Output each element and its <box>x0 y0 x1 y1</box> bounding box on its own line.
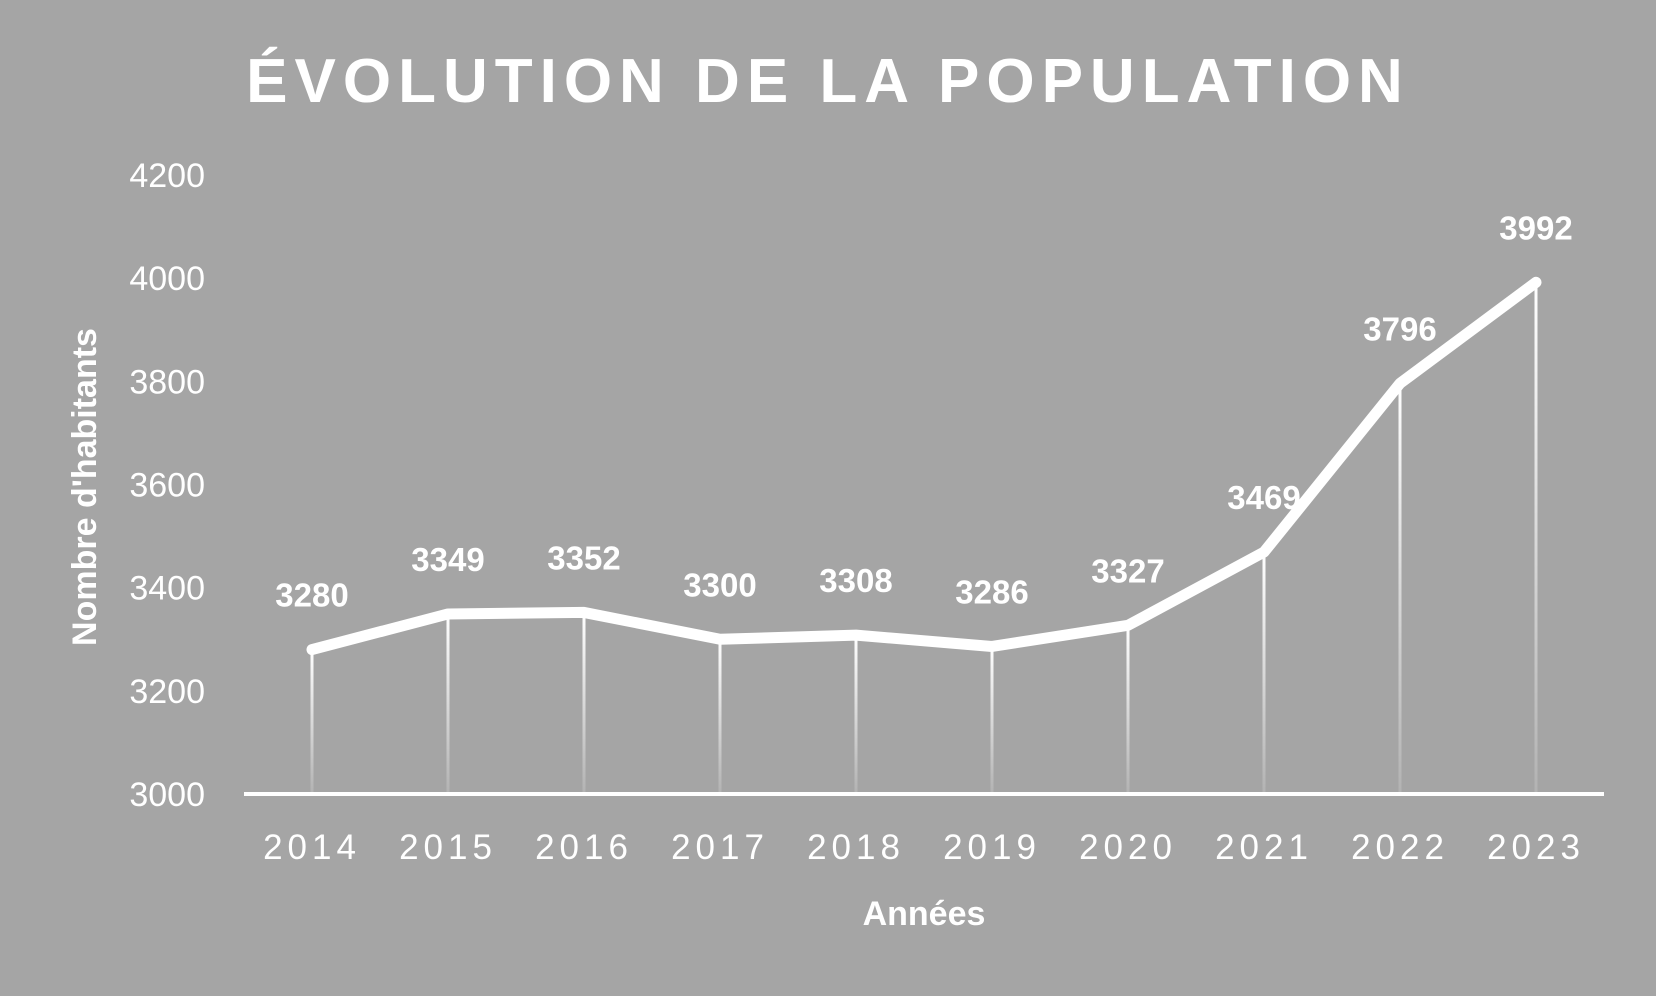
x-tick-label: 2015 <box>399 828 497 867</box>
drop-line <box>1534 282 1538 794</box>
x-tick-label: 2021 <box>1215 828 1313 867</box>
y-tick-label: 3800 <box>129 363 205 401</box>
drop-line <box>582 612 586 794</box>
drop-line <box>446 613 450 794</box>
series-line <box>306 276 1542 656</box>
data-label: 3300 <box>683 566 756 603</box>
data-label: 3796 <box>1363 310 1436 347</box>
y-tick-label: 3000 <box>129 776 205 814</box>
drop-line <box>1126 625 1130 794</box>
drop-line <box>310 649 314 794</box>
data-labels: 3280 3349 3352 3300 3308 3286 3327 3469 3796 3992 <box>275 209 1572 613</box>
data-label: 3349 <box>411 541 484 578</box>
x-tick-label: 2019 <box>943 828 1041 867</box>
data-label: 3308 <box>819 562 892 599</box>
data-label: 3469 <box>1227 479 1300 516</box>
drop-line <box>718 639 722 794</box>
x-tick-label: 2017 <box>671 828 769 867</box>
x-tick-label: 2014 <box>263 828 361 867</box>
x-tick-label: 2016 <box>535 828 633 867</box>
y-tick-label: 4200 <box>129 157 205 195</box>
drop-line <box>1262 552 1266 794</box>
y-tick-label: 3200 <box>129 673 205 711</box>
chart-title: ÉVOLUTION DE LA POPULATION <box>246 47 1410 116</box>
data-label: 3280 <box>275 577 348 614</box>
data-label: 3327 <box>1091 552 1164 589</box>
x-tick-label: 2018 <box>807 828 905 867</box>
x-tick-label: 2020 <box>1079 828 1177 867</box>
data-label: 3992 <box>1499 209 1572 246</box>
y-tick-label: 4000 <box>129 260 205 298</box>
drop-line <box>990 646 994 794</box>
x-axis-label: Années <box>863 895 986 933</box>
x-tick-label: 2023 <box>1487 828 1585 867</box>
drop-line <box>854 635 858 794</box>
data-label: 3286 <box>955 573 1028 610</box>
data-label: 3352 <box>547 539 620 576</box>
y-axis-label: Nombre d'habitants <box>66 328 104 646</box>
y-tick-label: 3600 <box>129 467 205 505</box>
drop-line <box>1398 383 1402 794</box>
y-tick-label: 3400 <box>129 570 205 608</box>
y-axis-ticks: 3000 3200 3400 3600 3800 4000 4200 <box>129 157 205 814</box>
drop-lines <box>310 282 1538 794</box>
x-tick-label: 2022 <box>1351 828 1449 867</box>
x-axis-ticks: 2014 2015 2016 2017 2018 2019 2020 2021 2022 2023 <box>263 828 1585 867</box>
